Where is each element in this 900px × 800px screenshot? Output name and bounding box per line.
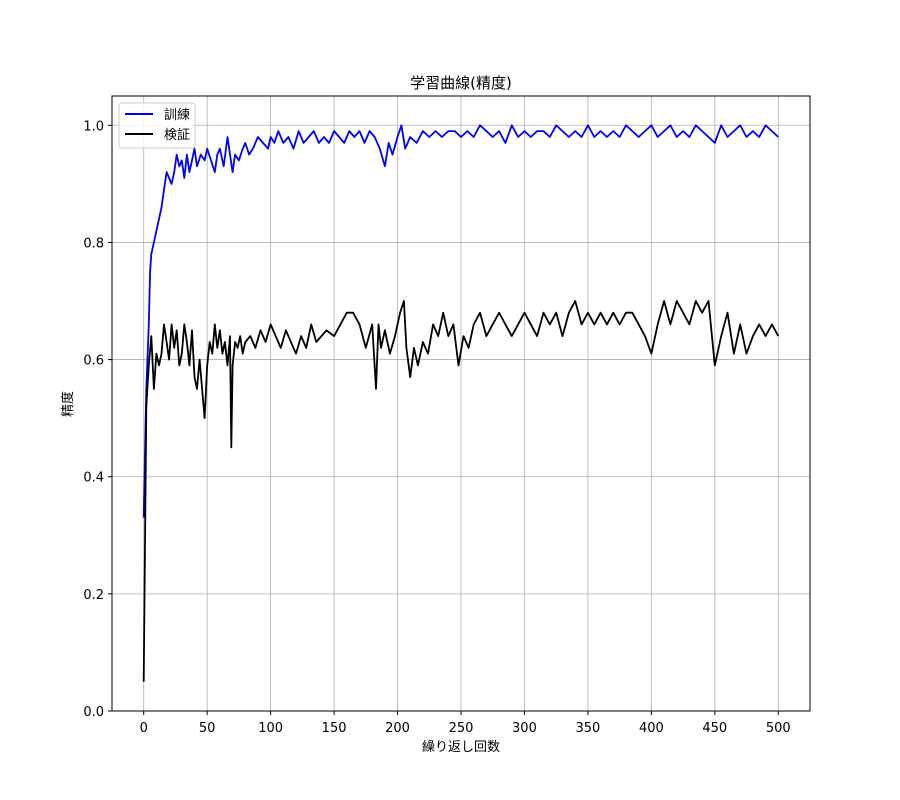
y-axis-ticks: 0.0 0.2 0.4 0.6 0.8 1.0: [83, 119, 112, 720]
legend-label-validation: 検証: [164, 128, 190, 143]
y-axis-label: 精度: [60, 391, 76, 417]
train-accuracy-line: [142, 124, 779, 518]
y-tick-label: 1.0: [83, 119, 104, 134]
series-layer: [142, 124, 780, 682]
x-tick-label: 50: [199, 721, 216, 736]
y-tick-label: 0.4: [83, 471, 104, 486]
x-tick-label: 400: [639, 721, 664, 736]
x-tick-label: 300: [512, 721, 537, 736]
grid: [112, 96, 810, 712]
x-tick-label: 150: [322, 721, 347, 736]
x-tick-label: 450: [702, 721, 727, 736]
x-tick-label: 250: [449, 721, 474, 736]
y-tick-label: 0.6: [83, 354, 104, 369]
legend-label-train: 訓練: [164, 107, 190, 123]
y-tick-label: 0.2: [83, 588, 104, 603]
x-axis-ticks: 0 50 100 150 200 250 300 350 400 450 500: [140, 711, 791, 736]
x-tick-label: 500: [766, 721, 791, 736]
legend: 訓練 検証: [118, 102, 196, 149]
x-tick-label: 100: [258, 721, 283, 736]
x-axis-label: 繰り返し回数: [422, 740, 500, 755]
chart-title: 学習曲線(精度): [410, 74, 512, 92]
validation-accuracy-line: [142, 300, 780, 682]
x-tick-label: 0: [140, 721, 148, 736]
y-tick-label: 0.0: [83, 705, 104, 720]
x-tick-label: 350: [575, 721, 600, 736]
y-tick-label: 0.8: [83, 236, 104, 251]
x-tick-label: 200: [385, 721, 410, 736]
